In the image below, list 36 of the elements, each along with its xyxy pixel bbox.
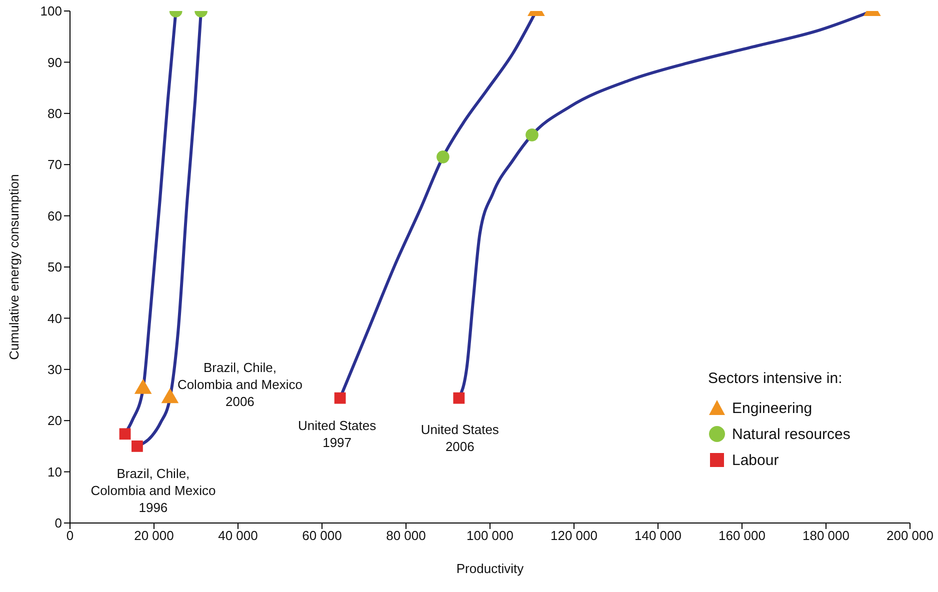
x-tick-label: 200 000 xyxy=(886,528,934,544)
x-tick-label: 20 000 xyxy=(134,528,174,544)
legend-label: Engineering xyxy=(732,400,812,416)
x-tick-label: 160 000 xyxy=(718,528,766,544)
y-tick-label: 20 xyxy=(48,413,62,428)
annotation: United States 2006 xyxy=(420,422,500,454)
annotation: Brazil, Chile, Colombia and Mexico 2006 xyxy=(177,360,302,410)
x-tick-label: 100 000 xyxy=(466,528,514,544)
y-tick-label: 10 xyxy=(48,464,62,480)
y-tick-label: 80 xyxy=(48,106,62,122)
x-tick-label: 120 000 xyxy=(550,528,598,544)
x-tick-label: 180 000 xyxy=(802,528,850,544)
point xyxy=(119,428,131,440)
annotation: Brazil, Chile, Colombia and Mexico 1996 xyxy=(90,466,216,516)
x-tick-label: 40 000 xyxy=(218,528,258,544)
annotation: United States 1997 xyxy=(298,418,377,450)
y-tick-label: 100 xyxy=(40,4,62,19)
x-tick-label: 140 000 xyxy=(634,528,682,544)
legend-title: Sectors intensive in: xyxy=(708,370,844,387)
y-tick-label: 0 xyxy=(54,516,62,531)
x-tick-label: 60 000 xyxy=(302,528,342,544)
legend-label: Natural resources xyxy=(732,426,850,442)
y-tick-label: 30 xyxy=(48,362,62,378)
point xyxy=(132,440,143,452)
y-axis-title: Cumulative energy consumption xyxy=(6,174,22,360)
x-tick-label: 0 xyxy=(66,528,74,544)
point xyxy=(453,392,465,404)
y-tick-label: 70 xyxy=(48,157,62,172)
legend-label: Labour xyxy=(732,452,779,468)
y-tick-label: 50 xyxy=(48,260,62,275)
x-axis-title: Productivity xyxy=(456,561,524,576)
y-tick-label: 90 xyxy=(48,54,62,70)
x-tick-label: 80 000 xyxy=(386,528,426,544)
y-tick-label: 40 xyxy=(48,310,62,326)
point xyxy=(334,392,346,404)
y-tick-label: 60 xyxy=(48,208,62,224)
